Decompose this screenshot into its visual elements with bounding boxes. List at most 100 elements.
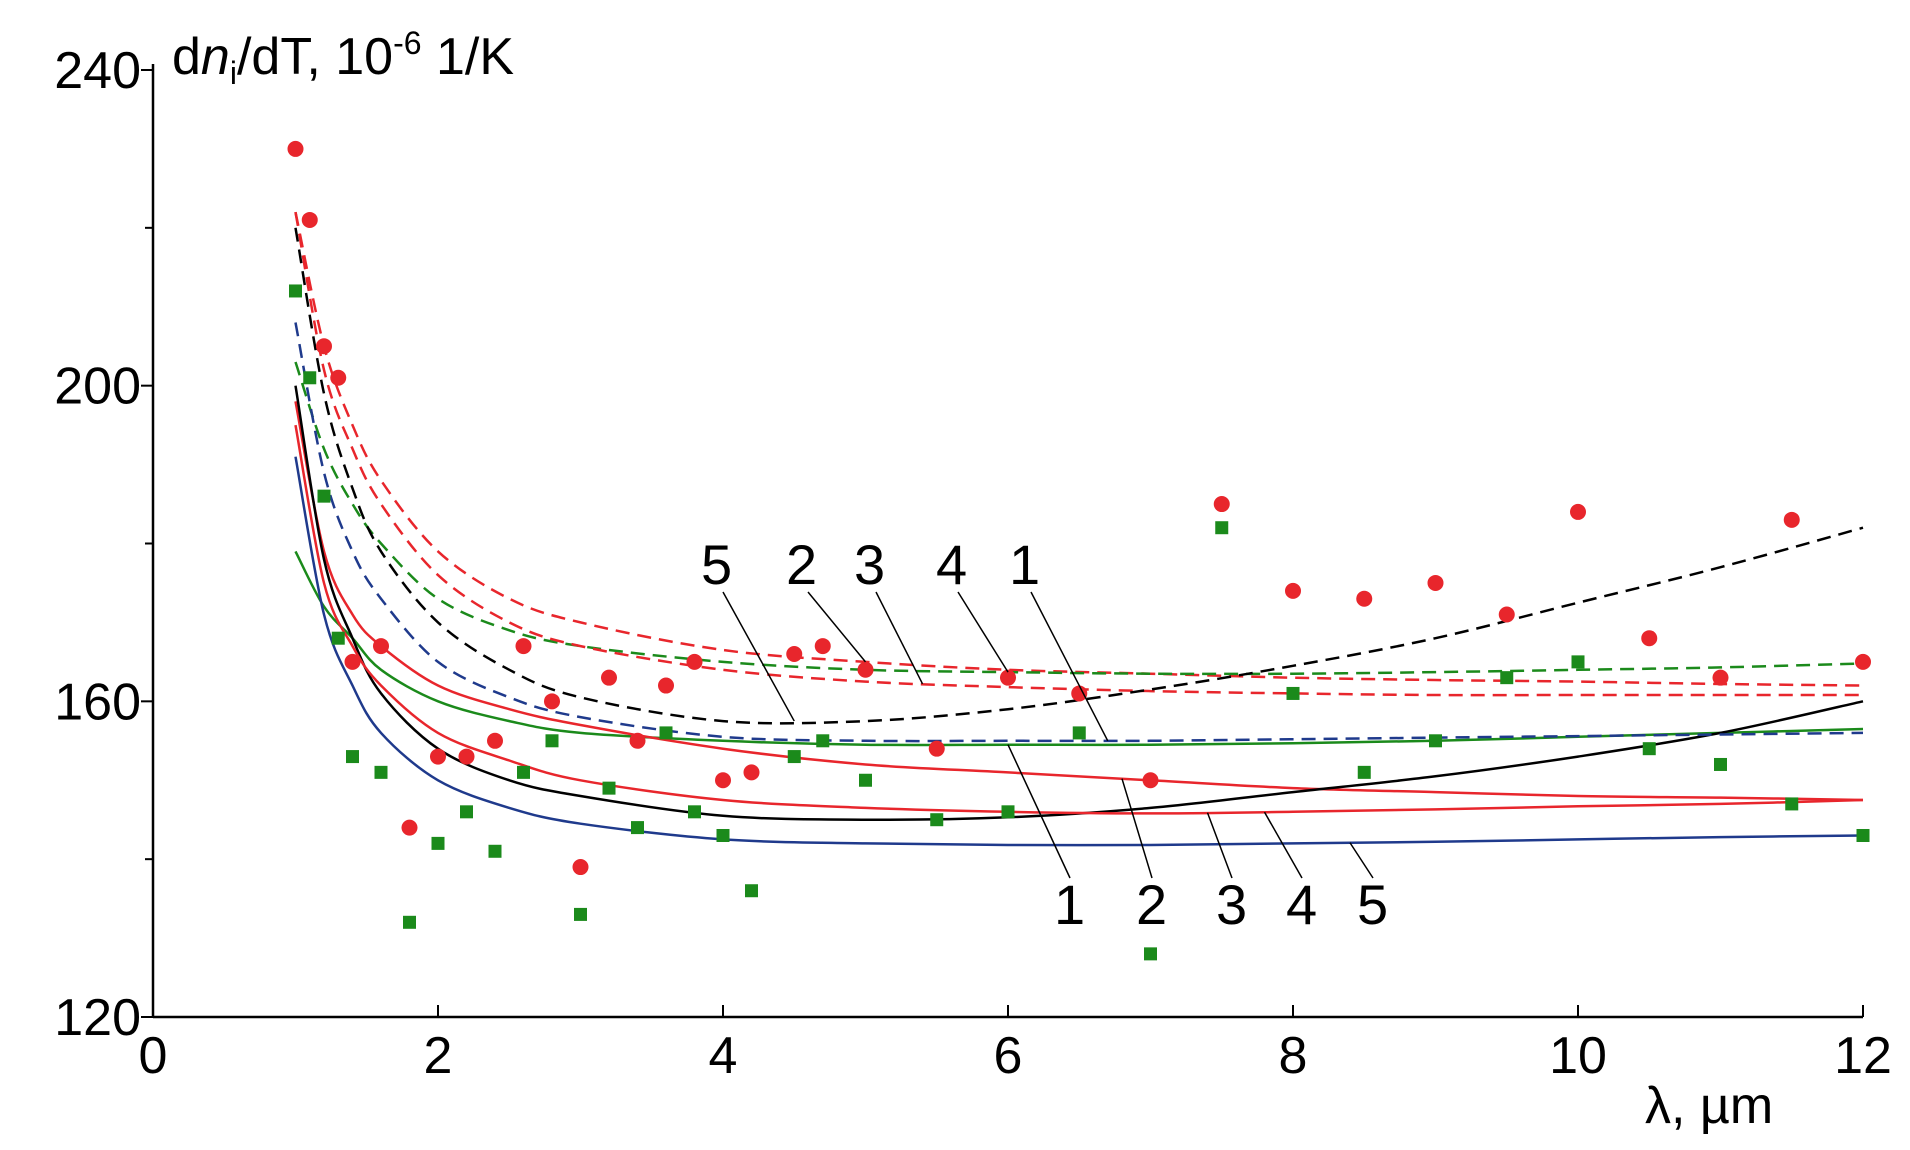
data-point-square <box>403 915 416 929</box>
data-point-square <box>787 750 801 764</box>
curve-label-leader <box>1121 778 1153 879</box>
data-point-circle <box>814 638 831 655</box>
data-point-square <box>1500 671 1514 685</box>
data-point-circle <box>1285 582 1301 599</box>
curve-2-dashed <box>294 361 1864 676</box>
curve-label-leader <box>1349 842 1374 879</box>
data-point-circle <box>373 638 389 655</box>
x-tick-label: 6 <box>994 1027 1023 1085</box>
data-point-square <box>1785 797 1799 811</box>
curve-label-leader <box>1030 591 1109 742</box>
data-point-square <box>930 813 944 827</box>
data-point-circle <box>857 661 874 678</box>
data-point-square <box>659 726 673 740</box>
curve-label: 3 <box>1216 873 1247 936</box>
curve-label: 2 <box>786 533 817 596</box>
curve-label-leader <box>1206 812 1233 879</box>
data-point-square <box>602 781 616 795</box>
data-point-square <box>331 631 345 645</box>
data-point-circle <box>1000 669 1016 686</box>
data-point-square <box>303 371 317 385</box>
curve-label: 3 <box>854 533 885 596</box>
x-tick-label: 12 <box>1834 1027 1892 1085</box>
data-point-square <box>517 765 530 779</box>
data-point-square <box>1429 734 1442 748</box>
y-axis-title-part: /dT, 10 <box>237 28 393 86</box>
y-tick-label: 120 <box>54 989 141 1047</box>
curve-label: 5 <box>701 533 732 596</box>
y-axis-title-part: i <box>230 55 237 91</box>
y-axis-title: dni/dT, 10-6 1/K <box>172 25 514 91</box>
data-point-circle <box>786 645 803 662</box>
curve-labels-layer: 5 2 3 4 11 2 3 4 5 <box>701 533 1388 936</box>
curve-label: 2 <box>1136 873 1167 936</box>
data-point-circle <box>1855 653 1871 670</box>
data-point-circle <box>487 732 503 749</box>
data-point-square <box>1571 655 1585 669</box>
data-point-square <box>1144 947 1157 961</box>
data-point-square <box>631 821 644 835</box>
data-point-circle <box>1783 511 1800 528</box>
curve-4-solid <box>294 424 1864 815</box>
data-point-square <box>1856 828 1870 842</box>
data-point-circle <box>572 859 589 876</box>
data-point-circle <box>1712 669 1729 686</box>
curve-label-leader <box>1263 811 1303 879</box>
data-point-square <box>574 907 587 921</box>
data-point-circle <box>1356 590 1373 607</box>
data-point-circle <box>287 140 304 157</box>
data-point-square <box>346 750 359 764</box>
x-tick-label: 10 <box>1549 1027 1607 1085</box>
curve-2-solid <box>294 401 1864 802</box>
curve-1-dashed <box>294 211 1864 687</box>
data-point-square <box>545 734 559 748</box>
data-point-square <box>1215 521 1229 535</box>
curve-5-dashed <box>294 227 1864 725</box>
data-point-square <box>1357 765 1371 779</box>
data-point-circle <box>1142 772 1159 789</box>
data-point-circle <box>743 764 760 781</box>
data-point-square <box>488 844 502 858</box>
y-tick-label: 240 <box>54 42 141 100</box>
data-point-circle <box>1570 503 1586 520</box>
data-point-circle <box>544 693 560 710</box>
data-point-square <box>859 773 872 787</box>
curve-label-leader <box>1007 744 1071 879</box>
data-point-square <box>716 828 730 842</box>
data-point-circle <box>430 748 446 765</box>
x-tick-label: 0 <box>139 1027 168 1085</box>
data-point-square <box>374 765 388 779</box>
points-layer <box>287 140 1871 961</box>
data-point-square <box>1642 742 1656 756</box>
data-point-circle <box>344 653 361 670</box>
data-point-circle <box>301 211 318 228</box>
data-point-square <box>745 884 758 898</box>
data-point-circle <box>1427 574 1444 591</box>
curve-label: 4 <box>936 533 967 596</box>
data-point-square <box>1072 726 1086 740</box>
x-tick-label: 2 <box>424 1027 453 1085</box>
x-tick-label: 4 <box>709 1027 738 1085</box>
data-point-circle <box>1213 496 1230 513</box>
x-axis-title: λ, µm <box>1645 1077 1773 1135</box>
curve-3-solid <box>294 385 1864 822</box>
data-point-square <box>816 734 830 748</box>
y-tick-label: 200 <box>54 358 141 416</box>
data-point-circle <box>686 653 703 670</box>
y-axis-title-part: -6 <box>393 25 421 61</box>
data-point-square <box>688 805 701 819</box>
y-tick-label: 160 <box>54 673 141 731</box>
x-tick-label: 8 <box>1279 1027 1308 1085</box>
data-point-circle <box>1498 606 1515 623</box>
data-point-circle <box>401 819 418 836</box>
curve-4-dashed <box>294 322 1864 743</box>
data-point-circle <box>330 369 347 386</box>
curve-label: 5 <box>1357 873 1388 936</box>
curve-label-leader <box>807 591 867 663</box>
data-point-circle <box>601 669 617 686</box>
y-axis-title-part: d <box>172 28 201 86</box>
data-point-circle <box>928 740 945 757</box>
data-point-square <box>1001 805 1015 819</box>
y-axis-title-part: 1/K <box>422 28 515 86</box>
data-point-square <box>460 805 473 819</box>
